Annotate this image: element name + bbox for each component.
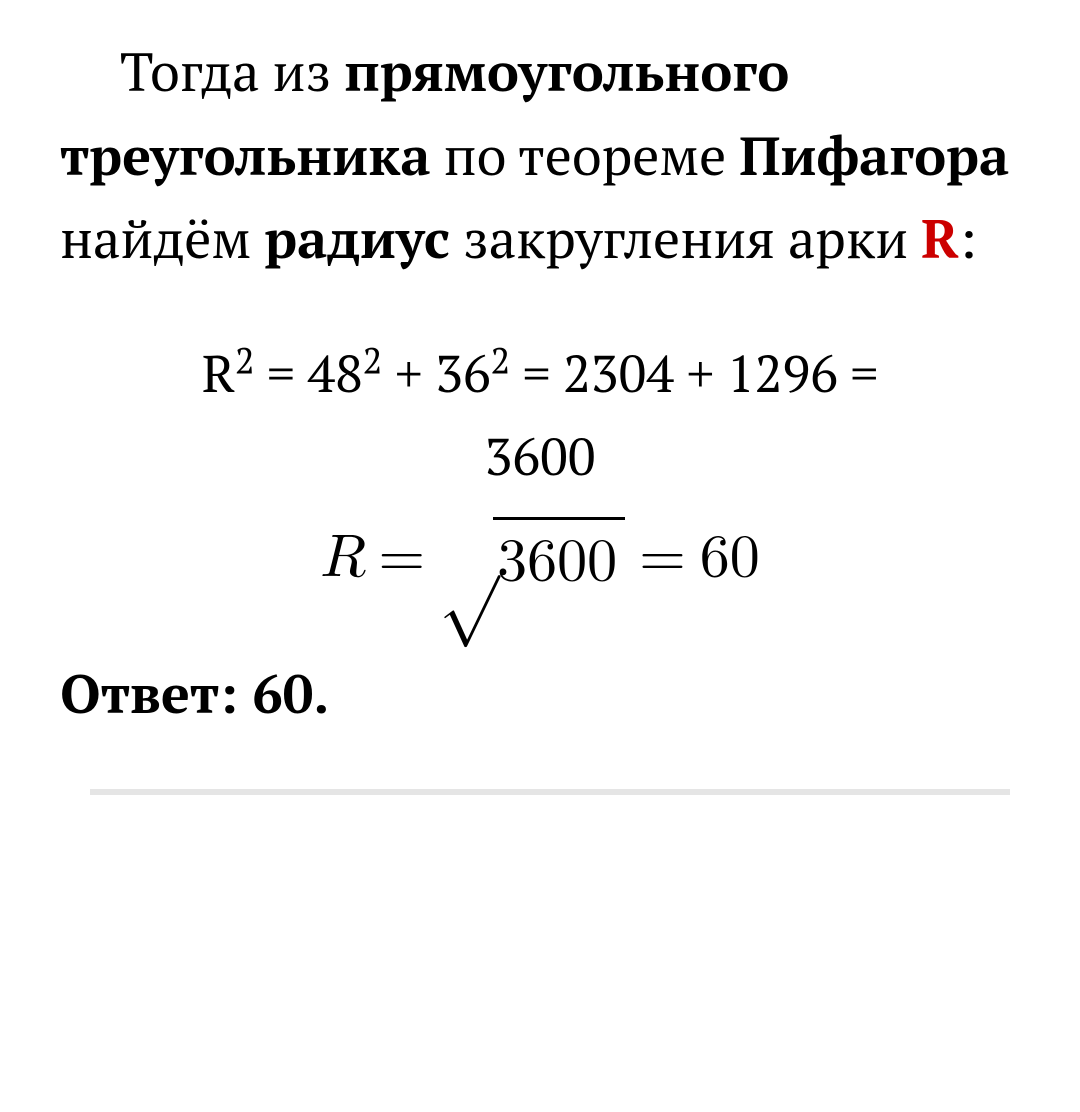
eq1-eq3: = [838, 338, 878, 407]
eq1-eq2: = [510, 338, 563, 407]
text-mid2: найдём [60, 203, 264, 274]
eq1-R: R [202, 338, 235, 407]
equation-r-squared: R2 = 482 + 362 = 2304 + 1296 = 3600 [60, 331, 1020, 497]
variable-R-red: R [921, 203, 959, 274]
eq2-eq2: = [639, 522, 686, 594]
eq1-a-exp: 2 [363, 337, 382, 385]
answer-value: 60. [252, 658, 329, 729]
text-mid1: по теореме [430, 120, 739, 191]
text-mid3: закругления арки [450, 203, 921, 274]
eq1-asq: 2304 [563, 338, 674, 407]
equation-block: R2 = 482 + 362 = 2304 + 1296 = 3600 R = … [60, 331, 1020, 598]
sqrt-icon: √ [439, 520, 499, 592]
eq1-b-exp: 2 [491, 337, 510, 385]
eq1-a: 48 [307, 338, 362, 407]
eq2-result: 60 [700, 522, 760, 594]
footer-divider [90, 789, 1010, 795]
answer-label: Ответ: [60, 658, 252, 729]
eq1-bsq: 1296 [727, 338, 838, 407]
intro-paragraph: Тогда из прямоугольного треугольника по … [60, 30, 1020, 281]
eq1-plus: + [382, 338, 435, 407]
eq1-plus2: + [674, 338, 727, 407]
sqrt-value: 3600 [493, 517, 625, 598]
eq1-sum: 3600 [485, 421, 596, 490]
eq1-b: 36 [435, 338, 490, 407]
sqrt-expression: √ 3600 [439, 517, 625, 598]
eq2-eq1: = [378, 522, 425, 594]
eq1-eq: = [254, 338, 307, 407]
colon: : [959, 203, 977, 274]
equation-sqrt: R = √ 3600 = 60 [60, 517, 1020, 598]
eq1-R-exp: 2 [235, 337, 254, 385]
document-content: Тогда из прямоугольного треугольника по … [60, 30, 1020, 795]
answer-line: Ответ: 60. [60, 658, 1020, 729]
bold-radius: радиус [264, 203, 450, 274]
eq2-R: R [320, 522, 364, 594]
text-pre: Тогда из [120, 36, 344, 107]
bold-pythagoras: Пифагора [739, 120, 1009, 191]
